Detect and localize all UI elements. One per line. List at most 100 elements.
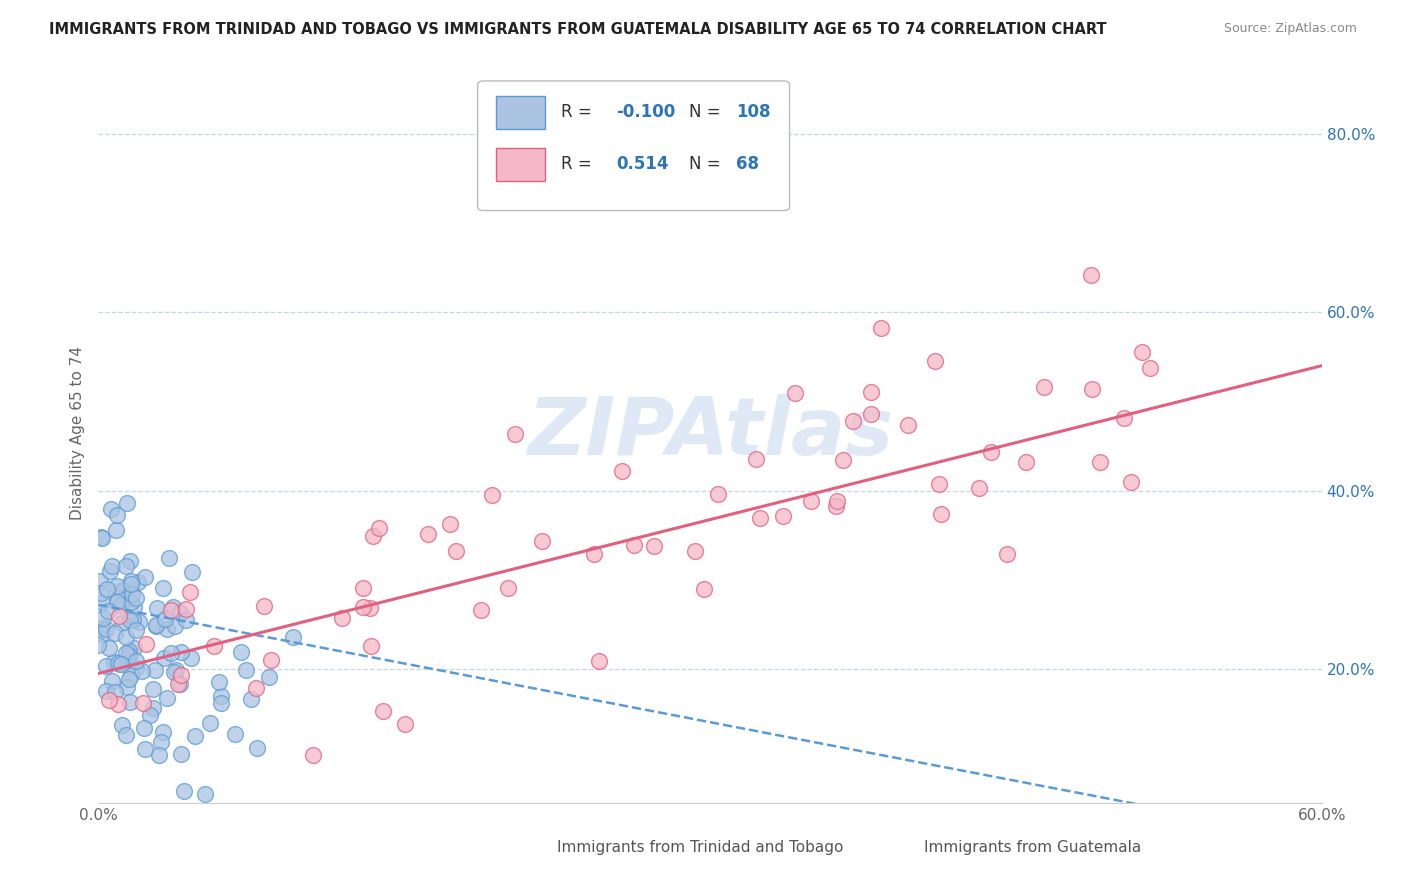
Point (582, 547, 605, 561)
Point (179, 584, 201, 599)
Point (162, 600, 184, 615)
Point (122, 641, 145, 656)
Point (160, 646, 183, 660)
Point (693, 582, 716, 596)
Point (125, 623, 148, 637)
Point (143, 663, 166, 677)
Point (118, 695, 141, 709)
Point (165, 663, 187, 677)
Point (100, 673, 122, 688)
Point (90, 585, 112, 599)
Point (135, 636, 157, 650)
Point (138, 707, 160, 722)
Point (153, 612, 176, 626)
Point (897, 418, 920, 433)
Text: N =: N = (689, 103, 725, 121)
Point (111, 582, 134, 597)
Point (929, 507, 952, 521)
Text: 108: 108 (735, 103, 770, 121)
Point (111, 583, 134, 598)
Point (281, 630, 304, 644)
Point (118, 672, 141, 686)
Point (623, 538, 645, 552)
Point (107, 656, 129, 670)
Point (110, 657, 132, 672)
Point (170, 747, 193, 761)
Point (117, 656, 139, 670)
Point (111, 717, 134, 731)
Point (105, 579, 128, 593)
Point (107, 609, 129, 624)
Point (107, 697, 129, 711)
Point (1130, 345, 1153, 359)
Point (100, 501, 122, 516)
Point (685, 544, 707, 558)
Point (1088, 455, 1111, 469)
Point (146, 601, 169, 615)
Point (103, 655, 125, 669)
Point (612, 464, 634, 478)
Text: Source: ZipAtlas.com: Source: ZipAtlas.com (1223, 22, 1357, 36)
Point (744, 452, 766, 467)
Text: R =: R = (561, 155, 596, 173)
Point (120, 554, 142, 568)
FancyBboxPatch shape (496, 95, 546, 129)
Point (995, 547, 1018, 561)
Point (131, 665, 153, 679)
Point (173, 784, 195, 798)
Point (253, 599, 276, 613)
Point (444, 544, 467, 558)
Point (128, 615, 150, 630)
Point (104, 523, 127, 537)
Point (115, 681, 138, 695)
Point (980, 445, 1002, 459)
Point (142, 701, 165, 715)
Point (134, 570, 156, 584)
Point (229, 645, 252, 659)
Point (115, 496, 138, 510)
Point (97, 604, 120, 618)
Point (359, 601, 381, 615)
Point (157, 551, 180, 566)
Point (114, 631, 136, 645)
Point (121, 586, 143, 600)
Point (87, 639, 110, 653)
Point (121, 613, 143, 627)
Point (108, 657, 131, 671)
Text: 0.514: 0.514 (616, 155, 668, 173)
Point (1114, 411, 1136, 425)
Point (153, 651, 176, 665)
Point (152, 724, 174, 739)
Point (165, 619, 187, 633)
Point (118, 648, 141, 662)
Point (180, 650, 202, 665)
Point (503, 427, 526, 442)
Point (1032, 380, 1054, 394)
Text: N =: N = (689, 155, 725, 173)
Text: ZIPAtlas: ZIPAtlas (527, 393, 893, 472)
Point (125, 661, 148, 675)
Point (1080, 382, 1102, 396)
Point (246, 740, 269, 755)
Point (928, 477, 950, 491)
Point (120, 668, 142, 682)
Point (260, 652, 283, 666)
Point (111, 615, 134, 630)
Point (360, 640, 382, 654)
Point (1015, 455, 1038, 469)
Point (105, 595, 128, 609)
Point (800, 493, 823, 508)
Point (531, 533, 554, 548)
Point (89, 574, 111, 589)
Point (1139, 360, 1161, 375)
Point (371, 705, 394, 719)
Point (176, 601, 198, 615)
Point (125, 653, 148, 667)
FancyBboxPatch shape (478, 81, 790, 211)
Point (134, 742, 156, 756)
Text: -0.100: -0.100 (616, 103, 675, 121)
Point (125, 591, 148, 605)
Point (202, 640, 225, 654)
Point (94, 659, 117, 673)
Point (91, 595, 114, 609)
